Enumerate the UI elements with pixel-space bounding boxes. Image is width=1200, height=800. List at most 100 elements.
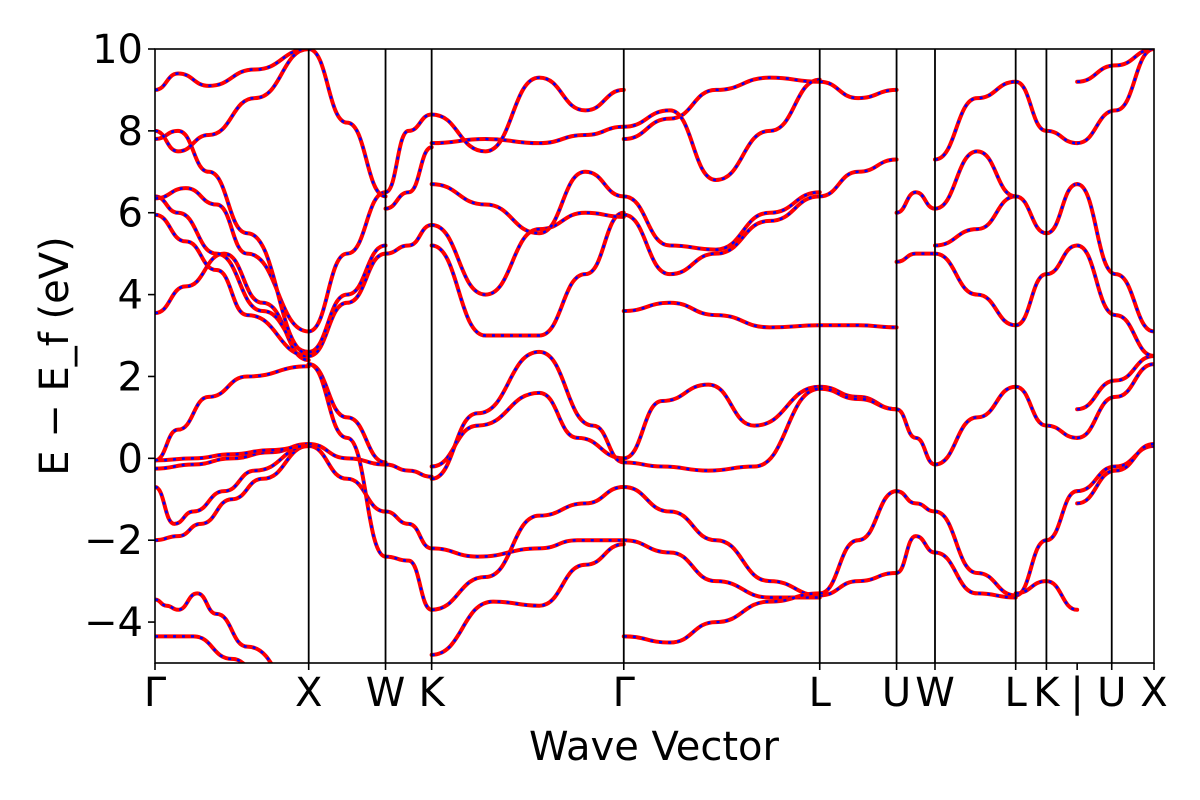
x-axis-label: Wave Vector: [529, 724, 780, 770]
x-tick-label: U: [882, 670, 911, 716]
band-line-red: [1075, 243, 1154, 358]
band-line-blue: [155, 444, 309, 462]
band-line-red: [1075, 362, 1154, 440]
band-line-red: [932, 384, 1018, 467]
band-line-red: [429, 349, 626, 481]
band-line-blue: [623, 592, 820, 644]
band-line-red: [1075, 49, 1154, 84]
band-line-blue: [431, 350, 625, 481]
band-line-blue: [308, 252, 386, 358]
band-line-blue: [1076, 354, 1154, 411]
band-line-red: [894, 251, 937, 264]
band-line-blue: [1015, 579, 1078, 612]
band-line-blue: [431, 485, 624, 612]
band-line-red: [621, 591, 822, 645]
band-line-blue: [155, 49, 309, 92]
band-line-red: [621, 75, 822, 142]
band-line-blue: [155, 213, 309, 358]
band-line-blue: [1077, 444, 1154, 493]
x-tick-label: X: [1140, 670, 1167, 716]
band-line-blue: [1076, 244, 1154, 358]
x-tick-label: U: [1097, 670, 1126, 716]
band-line-red: [383, 509, 434, 551]
y-tick-label: 6: [118, 191, 143, 237]
band-line-red: [621, 300, 822, 330]
y-tick-label: 10: [92, 27, 143, 73]
band-line-blue: [155, 444, 309, 526]
band-line-red: [155, 364, 311, 463]
band-line-blue: [431, 538, 624, 558]
x-tick-label: Γ: [144, 670, 167, 716]
band-line-blue: [623, 387, 820, 472]
band-line-blue: [431, 211, 624, 296]
x-tick-label: W: [366, 670, 406, 716]
y-tick-label: 8: [118, 109, 143, 155]
band-line-blue: [1076, 182, 1154, 333]
band-line-red: [1075, 354, 1154, 412]
band-line-red: [155, 194, 311, 354]
y-tick-label: −2: [84, 518, 143, 564]
x-tick-label: |: [1070, 670, 1083, 716]
band-line-red: [817, 489, 899, 596]
band-line-blue: [934, 150, 1016, 210]
band-line-red: [932, 251, 1018, 328]
band-line-red: [155, 128, 311, 356]
band-line-blue: [431, 391, 624, 468]
y-tick-label: −4: [84, 600, 143, 646]
band-line-blue: [155, 129, 309, 356]
x-tick-label: Γ: [613, 670, 636, 716]
band-line-red: [894, 534, 937, 575]
band-line-red: [1075, 444, 1154, 494]
band-line-blue: [385, 145, 433, 210]
band-line-red: [383, 462, 434, 479]
band-line-blue: [308, 444, 386, 513]
band-line-blue: [1076, 442, 1154, 505]
plot-frame: [154, 48, 1155, 664]
band-line-red: [1075, 49, 1154, 146]
y-tick-label: 4: [118, 273, 143, 319]
band-line-blue: [1015, 80, 1078, 145]
band-line-red: [1075, 442, 1154, 506]
band-line-blue: [1015, 244, 1078, 327]
band-line-red: [621, 484, 822, 598]
band-line-red: [817, 570, 899, 598]
band-line-blue: [896, 534, 936, 575]
high-symmetry-lines: [307, 49, 1113, 663]
band-line-blue: [896, 191, 936, 214]
band-line-red: [817, 79, 899, 101]
band-line-blue: [623, 191, 820, 251]
band-line-red: [621, 190, 822, 252]
band-line-red: [817, 386, 899, 412]
band-line-blue: [308, 191, 386, 333]
band-line-blue: [155, 635, 245, 663]
band-line-red: [621, 538, 822, 600]
band-line-blue: [934, 252, 1016, 327]
band-line-blue: [308, 362, 387, 558]
band-line-blue: [431, 170, 624, 235]
x-tick-label: L: [809, 670, 832, 716]
band-line-red: [155, 634, 246, 663]
band-line-blue: [431, 211, 625, 337]
band-line-blue: [155, 444, 309, 542]
x-ticks: Γ X W K Γ L U W L K | U X: [144, 663, 1168, 716]
band-line-blue: [1077, 49, 1154, 83]
band-line-red: [429, 542, 626, 657]
bands-layer: [155, 49, 1154, 663]
band-line-blue: [623, 76, 820, 141]
band-line-red: [932, 79, 1018, 162]
band-line-blue: [431, 125, 624, 145]
band-line-blue: [1076, 362, 1154, 440]
y-tick-label: 2: [118, 354, 143, 400]
x-tick-label: K: [1033, 670, 1061, 716]
band-line-blue: [431, 76, 624, 153]
band-line-blue: [896, 489, 936, 513]
band-line-blue: [934, 195, 1016, 247]
y-tick-label: 0: [118, 436, 143, 482]
band-line-red: [383, 554, 434, 612]
band-line-red: [621, 77, 822, 182]
band-line-red: [306, 49, 388, 199]
band-line-red: [621, 194, 822, 277]
band-line-blue: [819, 158, 897, 198]
x-tick-label: L: [1005, 670, 1028, 716]
